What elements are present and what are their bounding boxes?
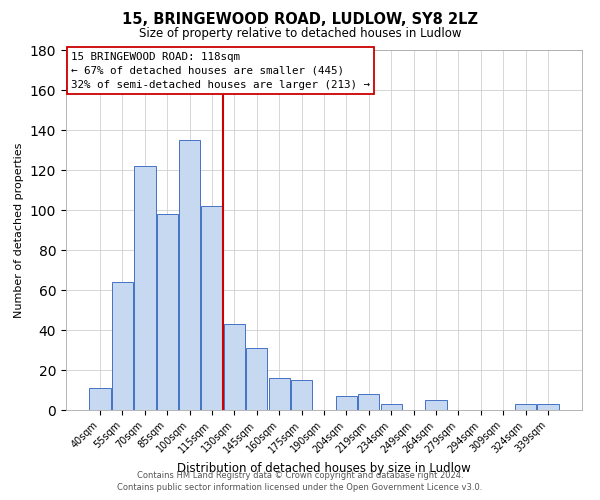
X-axis label: Distribution of detached houses by size in Ludlow: Distribution of detached houses by size … bbox=[177, 462, 471, 474]
Bar bbox=[224, 324, 245, 410]
Y-axis label: Number of detached properties: Number of detached properties bbox=[14, 142, 24, 318]
Bar bbox=[89, 388, 111, 410]
Bar bbox=[336, 396, 357, 410]
Bar bbox=[112, 282, 133, 410]
Bar bbox=[202, 206, 223, 410]
Bar bbox=[179, 140, 200, 410]
Bar bbox=[425, 400, 446, 410]
Text: 15 BRINGEWOOD ROAD: 118sqm
← 67% of detached houses are smaller (445)
32% of sem: 15 BRINGEWOOD ROAD: 118sqm ← 67% of deta… bbox=[71, 52, 370, 90]
Bar bbox=[358, 394, 379, 410]
Bar bbox=[380, 404, 402, 410]
Bar bbox=[537, 404, 559, 410]
Bar bbox=[515, 404, 536, 410]
Text: 15, BRINGEWOOD ROAD, LUDLOW, SY8 2LZ: 15, BRINGEWOOD ROAD, LUDLOW, SY8 2LZ bbox=[122, 12, 478, 28]
Bar bbox=[291, 380, 312, 410]
Text: Size of property relative to detached houses in Ludlow: Size of property relative to detached ho… bbox=[139, 28, 461, 40]
Text: Contains HM Land Registry data © Crown copyright and database right 2024.
Contai: Contains HM Land Registry data © Crown c… bbox=[118, 471, 482, 492]
Bar bbox=[269, 378, 290, 410]
Bar bbox=[157, 214, 178, 410]
Bar bbox=[246, 348, 268, 410]
Bar bbox=[134, 166, 155, 410]
